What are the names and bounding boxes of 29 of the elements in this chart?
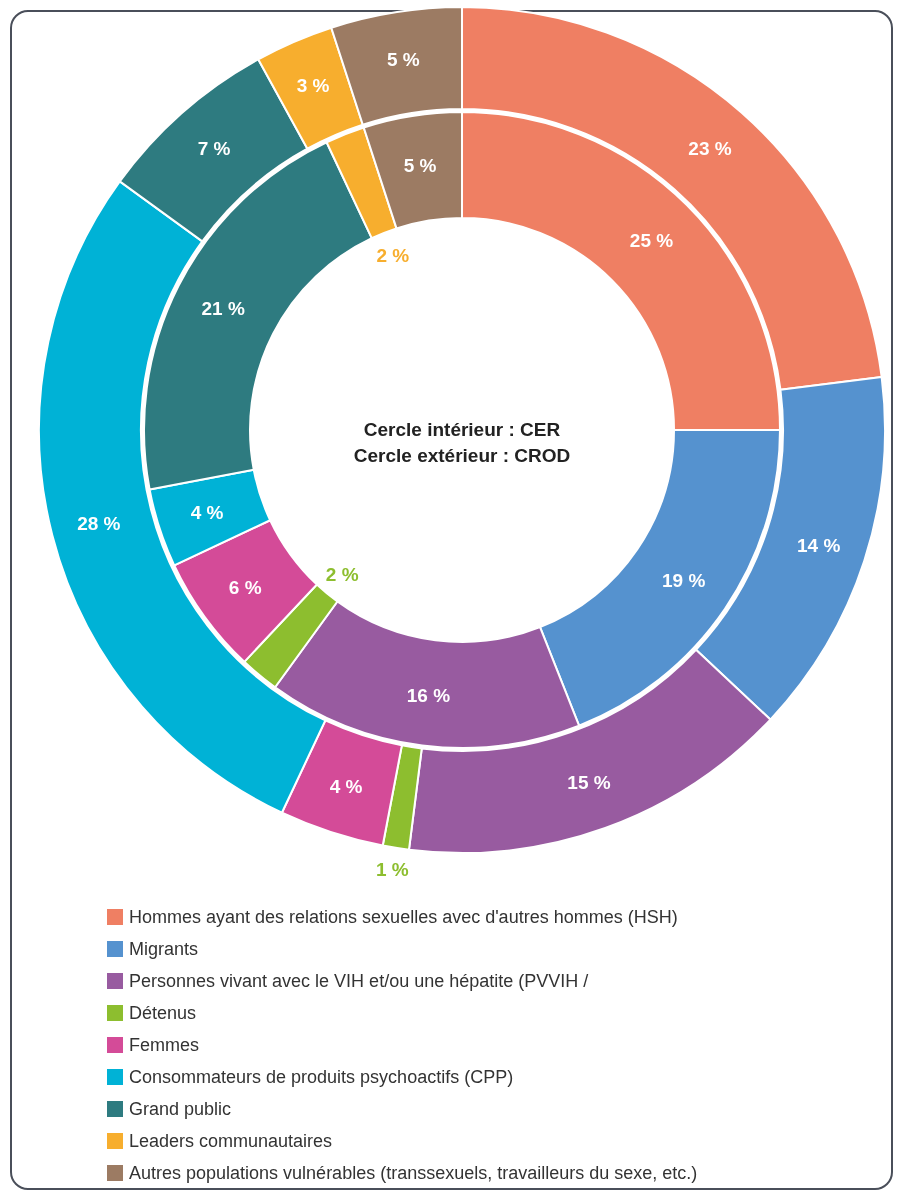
- data-label: 2 %: [325, 564, 359, 586]
- legend-label: Leaders communautaires: [129, 1131, 333, 1151]
- legend-label: Hommes ayant des relations sexuelles avec d'autres hommes (HSH): [129, 907, 678, 927]
- legend-label: Migrants: [129, 939, 199, 959]
- legend-label: Grand public: [129, 1099, 232, 1119]
- data-label: 21 %: [201, 297, 245, 319]
- data-label: 4 %: [329, 776, 363, 798]
- data-label: 2 %: [376, 244, 410, 266]
- data-label: 7 %: [197, 138, 231, 160]
- legend-label: Autres populations vulnérables (transsexuels, travailleurs du sexe, etc.): [129, 1163, 698, 1183]
- data-label: 28 %: [77, 512, 121, 534]
- legend-label: Personnes vivant avec le VIH et/ou une hépatite (PVVIH /: [129, 971, 589, 991]
- data-label: 5 %: [403, 154, 437, 176]
- data-label: 19 %: [662, 570, 706, 592]
- data-label: 6 %: [228, 577, 262, 599]
- data-label: 3 %: [296, 75, 330, 97]
- data-label: 16 %: [406, 685, 451, 707]
- legend-label: Détenus: [129, 1003, 197, 1023]
- data-label: 5 %: [386, 49, 420, 71]
- data-label: 25 %: [629, 230, 674, 251]
- legend-label: Femmes: [129, 1035, 200, 1055]
- data-label: 14 %: [796, 535, 841, 557]
- legend-label: Consommateurs de produits psychoactifs (CPP): [129, 1067, 514, 1087]
- data-label: 4 %: [190, 502, 224, 524]
- data-label: 23 %: [688, 138, 732, 160]
- text: Cercle intérieur : CER: [363, 418, 561, 440]
- data-label: 15 %: [567, 772, 611, 794]
- text: Cercle extérieur : CROD: [353, 444, 571, 466]
- data-label: 1 %: [376, 859, 409, 881]
